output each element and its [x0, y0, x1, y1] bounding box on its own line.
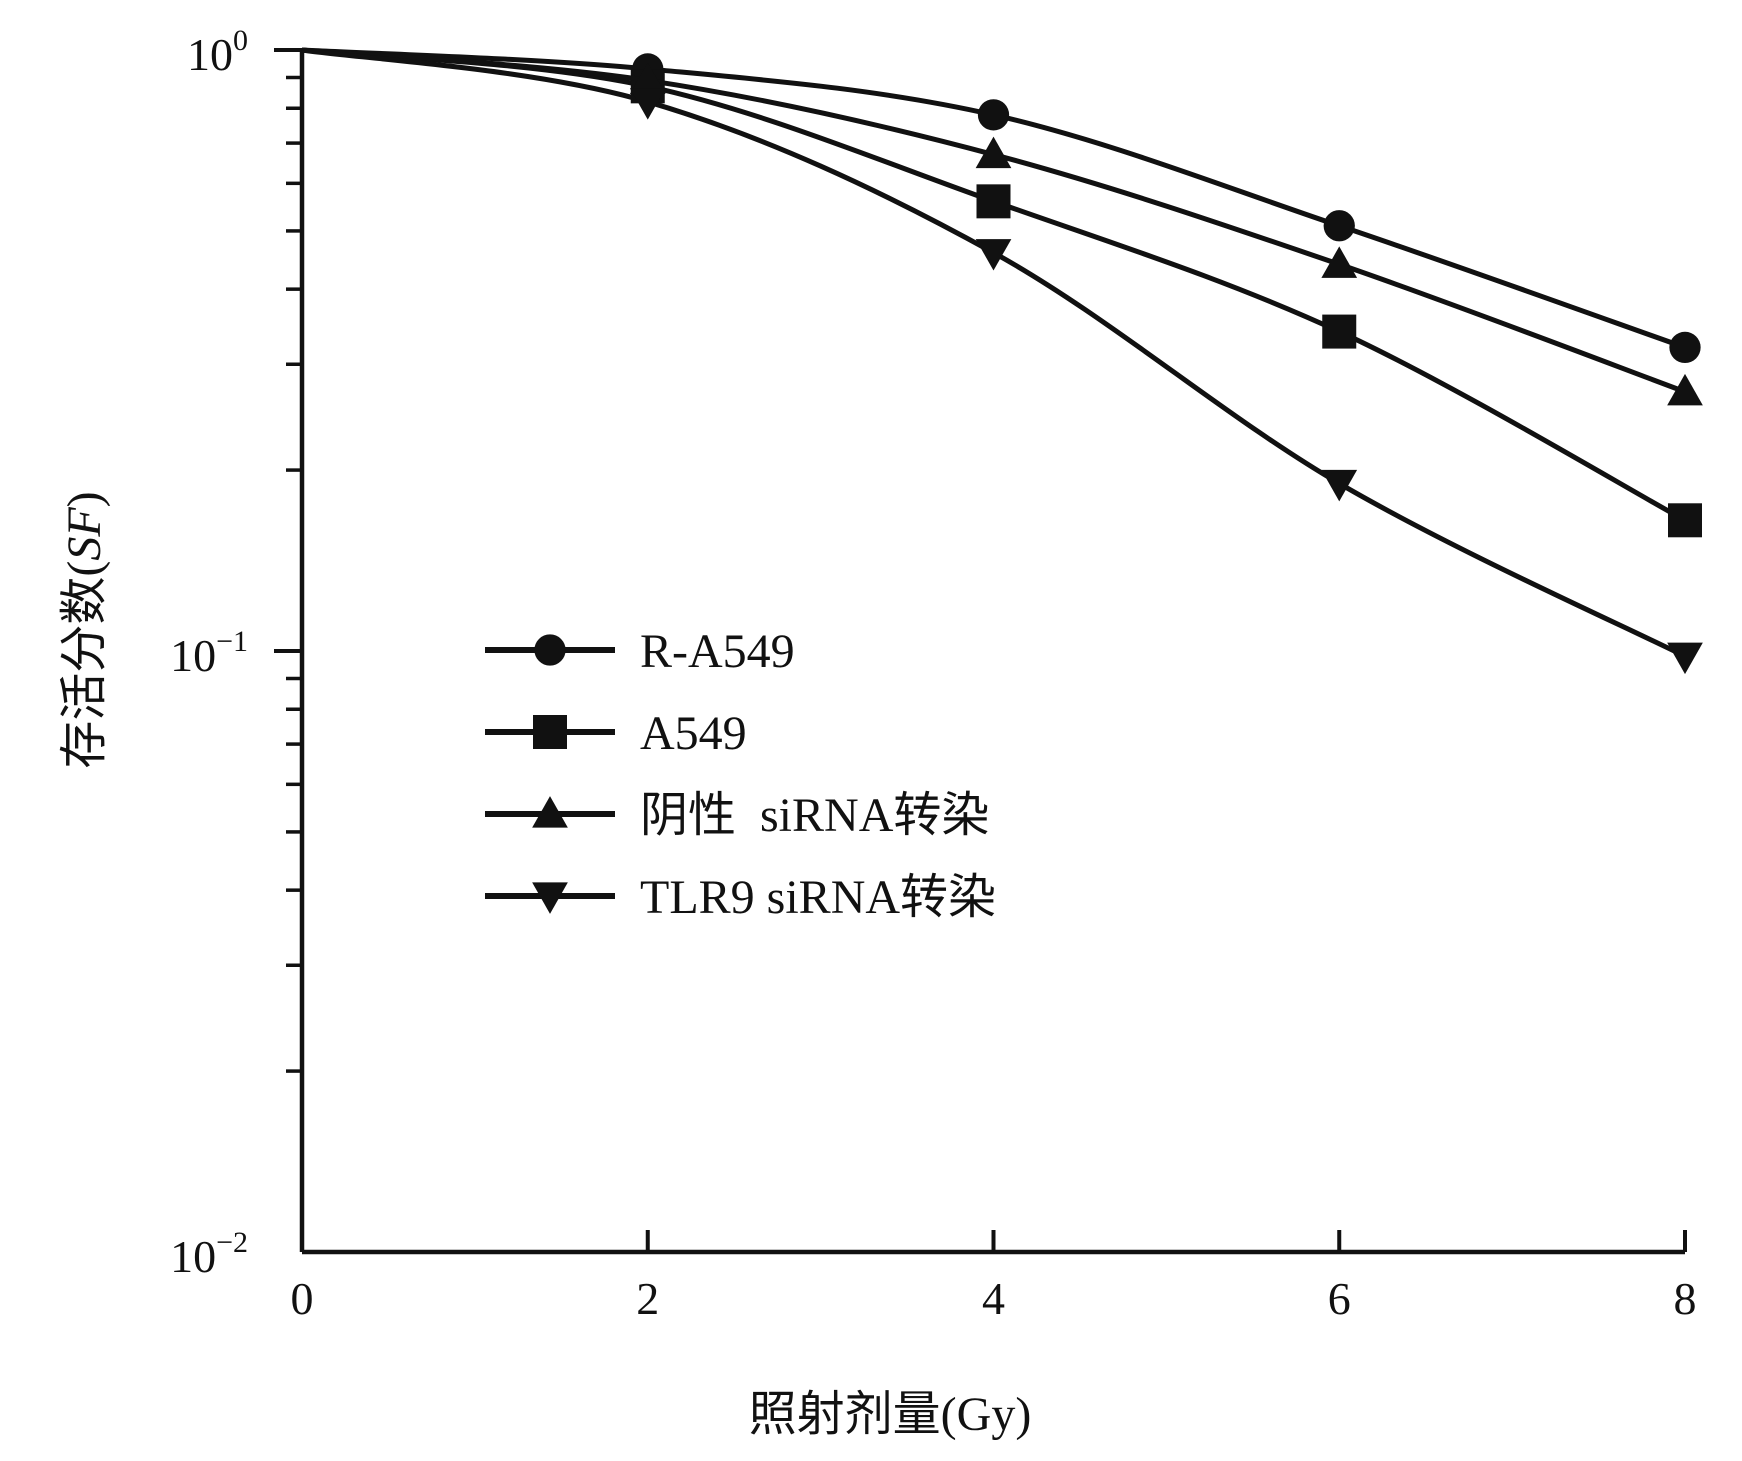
legend: R-A549 A549 阴性 siRNA转染 TLR9 siRNA转染 — [485, 625, 996, 924]
data-point — [1322, 314, 1357, 349]
legend-item-1: R-A549 — [485, 625, 795, 678]
legend-label: TLR9 siRNA转染 — [640, 871, 996, 924]
legend-item-2: A549 — [485, 707, 747, 760]
y-axis-label: 存活分数(SF) — [58, 491, 111, 768]
legend-label: A549 — [640, 707, 747, 760]
data-point — [629, 88, 666, 120]
legend-label: 阴性 siRNA转染 — [640, 789, 989, 842]
y-tick-label-exponent: 0 — [233, 24, 248, 57]
data-point — [975, 239, 1012, 271]
y-tick-label: 10−1 — [170, 625, 248, 681]
data-point — [976, 184, 1011, 219]
series-layer — [301, 47, 1703, 675]
y-tick-label-exponent: −1 — [216, 625, 248, 658]
data-point — [1669, 331, 1701, 364]
data-point — [1323, 210, 1355, 242]
series-3 — [301, 47, 1703, 406]
x-axis-label: 照射剂量(Gy) — [749, 1388, 1032, 1441]
legend-item-4: TLR9 siRNA转染 — [485, 871, 996, 924]
y-tick-label: 100 — [187, 24, 248, 80]
y-axis-label-prefix: 存活分数( — [58, 561, 111, 769]
legend-item-3: 阴性 siRNA转染 — [485, 789, 989, 842]
legend-marker — [532, 796, 568, 828]
data-point — [1321, 469, 1358, 502]
x-tick-label: 0 — [291, 1273, 314, 1324]
y-tick-label-exponent: −2 — [216, 1226, 248, 1259]
y-tick-label-base: 10 — [170, 1231, 216, 1282]
data-point — [977, 99, 1010, 131]
data-point — [629, 62, 666, 95]
y-axis-label-suffix: ) — [58, 491, 111, 507]
data-point — [1321, 246, 1358, 278]
legend-label: R-A549 — [640, 625, 795, 678]
y-tick-label-base: 10 — [170, 630, 216, 681]
x-tick-label: 6 — [1328, 1273, 1351, 1324]
data-point — [1668, 503, 1702, 538]
y-tick-label: 10−2 — [170, 1226, 248, 1282]
series-4 — [301, 47, 1703, 675]
legend-marker — [532, 882, 568, 914]
y-tick-label-base: 10 — [187, 29, 233, 80]
data-point — [975, 136, 1012, 169]
legend-marker — [533, 715, 567, 749]
data-point — [1667, 373, 1703, 406]
series-1 — [301, 47, 1701, 364]
data-point — [1667, 642, 1703, 675]
x-tick-label: 4 — [982, 1273, 1005, 1324]
x-tick-label: 2 — [636, 1273, 659, 1324]
legend-marker — [534, 634, 566, 666]
y-axis-label-italic: SF — [58, 507, 111, 561]
x-tick-label: 8 — [1674, 1273, 1697, 1324]
